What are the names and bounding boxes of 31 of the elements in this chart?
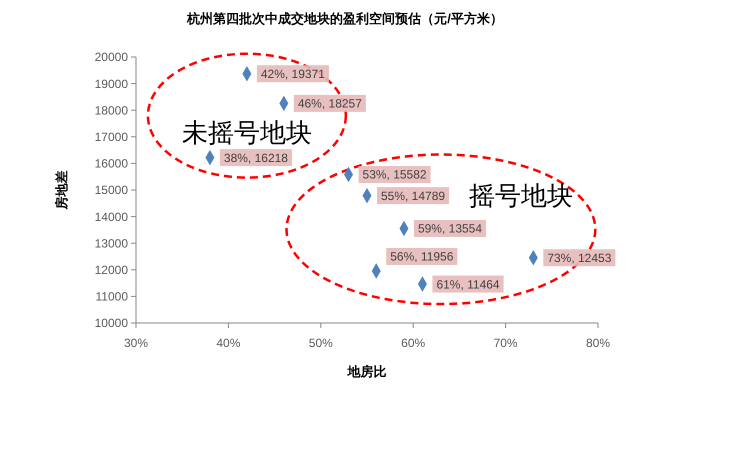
chart-title: 杭州第四批次中成交地块的盈利空间预估（元/平方米） xyxy=(186,11,503,26)
data-label: 42%, 19371 xyxy=(260,66,326,81)
y-tick-label: 18000 xyxy=(94,103,128,118)
data-label: 53%, 15582 xyxy=(362,168,427,182)
data-label: 59%, 13554 xyxy=(418,222,482,236)
x-tick-label: 80% xyxy=(586,336,610,350)
data-label: 46%, 18257 xyxy=(298,96,362,111)
y-tick-label: 19000 xyxy=(94,76,128,91)
y-tick-label: 20000 xyxy=(94,50,128,64)
y-tick-label: 13000 xyxy=(94,236,128,250)
x-tick-label: 30% xyxy=(124,336,148,350)
data-label: 56%, 11956 xyxy=(390,250,454,264)
y-tick-label: 17000 xyxy=(94,130,128,144)
data-label: 73%, 12453 xyxy=(547,250,612,265)
x-tick-label: 60% xyxy=(401,336,426,350)
series-label: 未摇号地块 xyxy=(182,118,312,148)
x-tick-label: 50% xyxy=(308,336,334,350)
text: 摇号地块 xyxy=(469,182,574,211)
y-tick-label: 10000 xyxy=(94,316,128,330)
y-tick-label: 11000 xyxy=(96,290,128,304)
data-label: 38%, 16218 xyxy=(224,150,288,165)
data-label: 55%, 14789 xyxy=(381,188,446,203)
y-tick-label: 14000 xyxy=(94,210,128,224)
x-tick-label: 70% xyxy=(494,336,518,350)
x-axis-title: 地房比 xyxy=(346,364,386,379)
y-tick-label: 16000 xyxy=(94,156,128,171)
data-label: 61%, 11464 xyxy=(436,277,500,292)
x-tick-label: 40% xyxy=(216,336,241,350)
y-axis-title: 房地差 xyxy=(54,170,69,210)
y-tick-label: 15000 xyxy=(94,183,128,198)
y-tick-label: 12000 xyxy=(94,263,128,277)
